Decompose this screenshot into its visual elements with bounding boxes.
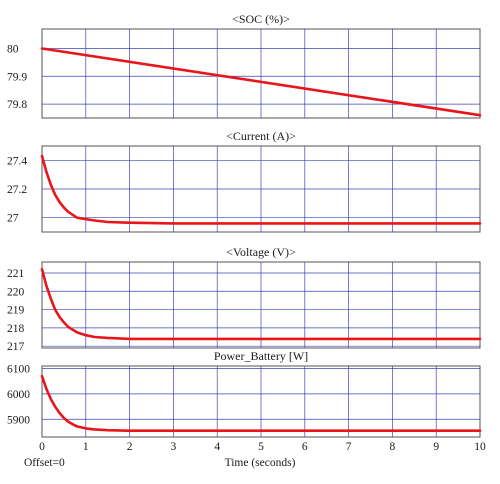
panel-soc: <SOC (%)> 79.8 79.9 80	[7, 12, 482, 119]
panel-title: <SOC (%)>	[232, 12, 290, 26]
panel-title: Power_Battery [W]	[214, 349, 308, 363]
x-axis-title: Time (seconds)	[225, 457, 296, 469]
y-tick-label: 221	[7, 268, 25, 280]
x-tick-label: 8	[390, 441, 396, 453]
x-tick-label: 6	[302, 441, 308, 453]
y-tick-label: 219	[7, 305, 25, 317]
x-tick-label: 5	[258, 441, 264, 453]
y-tick-label: 6000	[7, 389, 30, 401]
y-tick-label: 79.9	[7, 71, 27, 83]
y-tick-label: 220	[7, 286, 25, 298]
y-tick-label: 27	[7, 213, 19, 225]
y-tick-label: 79.8	[7, 99, 27, 111]
series-line	[40, 268, 482, 341]
x-tick-label: 7	[346, 441, 352, 453]
series-line	[40, 374, 482, 432]
x-tick-label: 2	[127, 441, 133, 453]
x-tick-label: 0	[39, 441, 45, 453]
x-tick-label: 1	[83, 441, 89, 453]
offset-label: Offset=0	[24, 457, 65, 469]
panel-title: <Voltage (V)>	[226, 245, 296, 259]
panel-title: <Current (A)>	[226, 129, 296, 143]
y-tick-label: 27.4	[7, 155, 27, 167]
x-tick-label: 9	[433, 441, 439, 453]
series-line	[40, 154, 482, 225]
y-tick-label: 6100	[7, 364, 30, 376]
x-tick-label: 3	[171, 441, 177, 453]
x-tick-label: 4	[214, 441, 220, 453]
y-tick-label: 27.2	[7, 184, 27, 196]
y-tick-label: 80	[7, 43, 19, 55]
y-tick-label: 5900	[7, 414, 30, 426]
panel-power-battery-w: Power_Battery [W] 5900 6000 6100	[7, 349, 482, 438]
panel-voltage-v: <Voltage (V)> 217 218 219 220 221	[7, 245, 482, 353]
x-axis: 0 1 2 3 4 5 6 7 8 9 10	[39, 441, 486, 453]
panel-current-a: <Current (A)> 27 27.2 27.4	[7, 129, 482, 233]
plot-panels: <SOC (%)> 79.8 79.9 80 <Current (A)> 27 27.2 27…	[7, 12, 482, 438]
series-line	[40, 47, 482, 117]
y-tick-label: 217	[7, 341, 25, 353]
y-tick-label: 218	[7, 323, 25, 335]
x-tick-label: 10	[474, 441, 486, 453]
